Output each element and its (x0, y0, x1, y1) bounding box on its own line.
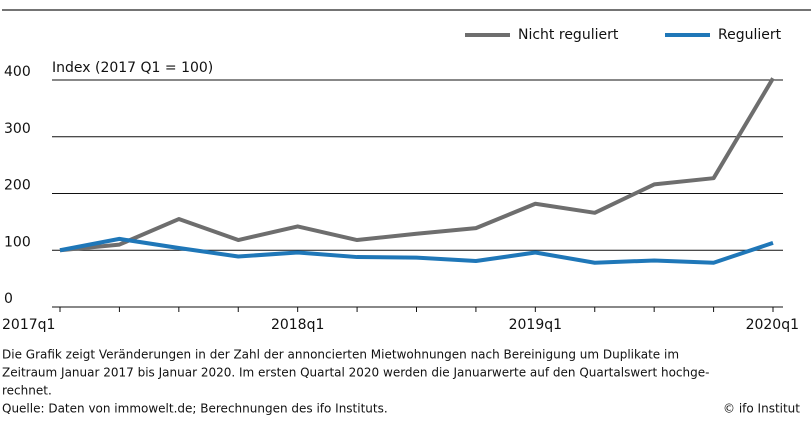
legend-label: Nicht reguliert (518, 27, 619, 43)
note-line: rechnet. (2, 384, 52, 398)
x-tick-label: 2020q1 (746, 317, 799, 333)
y-tick-label: 200 (4, 178, 31, 194)
line-series (59, 77, 775, 253)
x-tick-label: 2017q1 (2, 317, 55, 333)
footer: Quelle: Daten von immowelt.de; Berechnun… (2, 402, 800, 416)
x-tick-label: 2018q1 (271, 317, 324, 333)
y-axis-label: Index (2017 Q1 = 100) (52, 60, 213, 76)
y-tick-label: 300 (4, 121, 31, 137)
y-tick-label: 0 (4, 291, 13, 307)
line-series (59, 236, 774, 265)
source: Quelle: Daten von immowelt.de; Berechnun… (2, 402, 388, 416)
x-tick-label: 2019q1 (509, 317, 562, 333)
copyright: © ifo Institut (723, 402, 800, 416)
note-line: Zeitraum Januar 2017 bis Januar 2020. Im… (2, 366, 709, 380)
y-tick-label: 100 (4, 234, 31, 250)
note-line: Die Grafik zeigt Veränderungen in der Za… (2, 348, 679, 362)
legend-label: Reguliert (718, 27, 782, 43)
y-tick-label: 400 (4, 64, 31, 80)
